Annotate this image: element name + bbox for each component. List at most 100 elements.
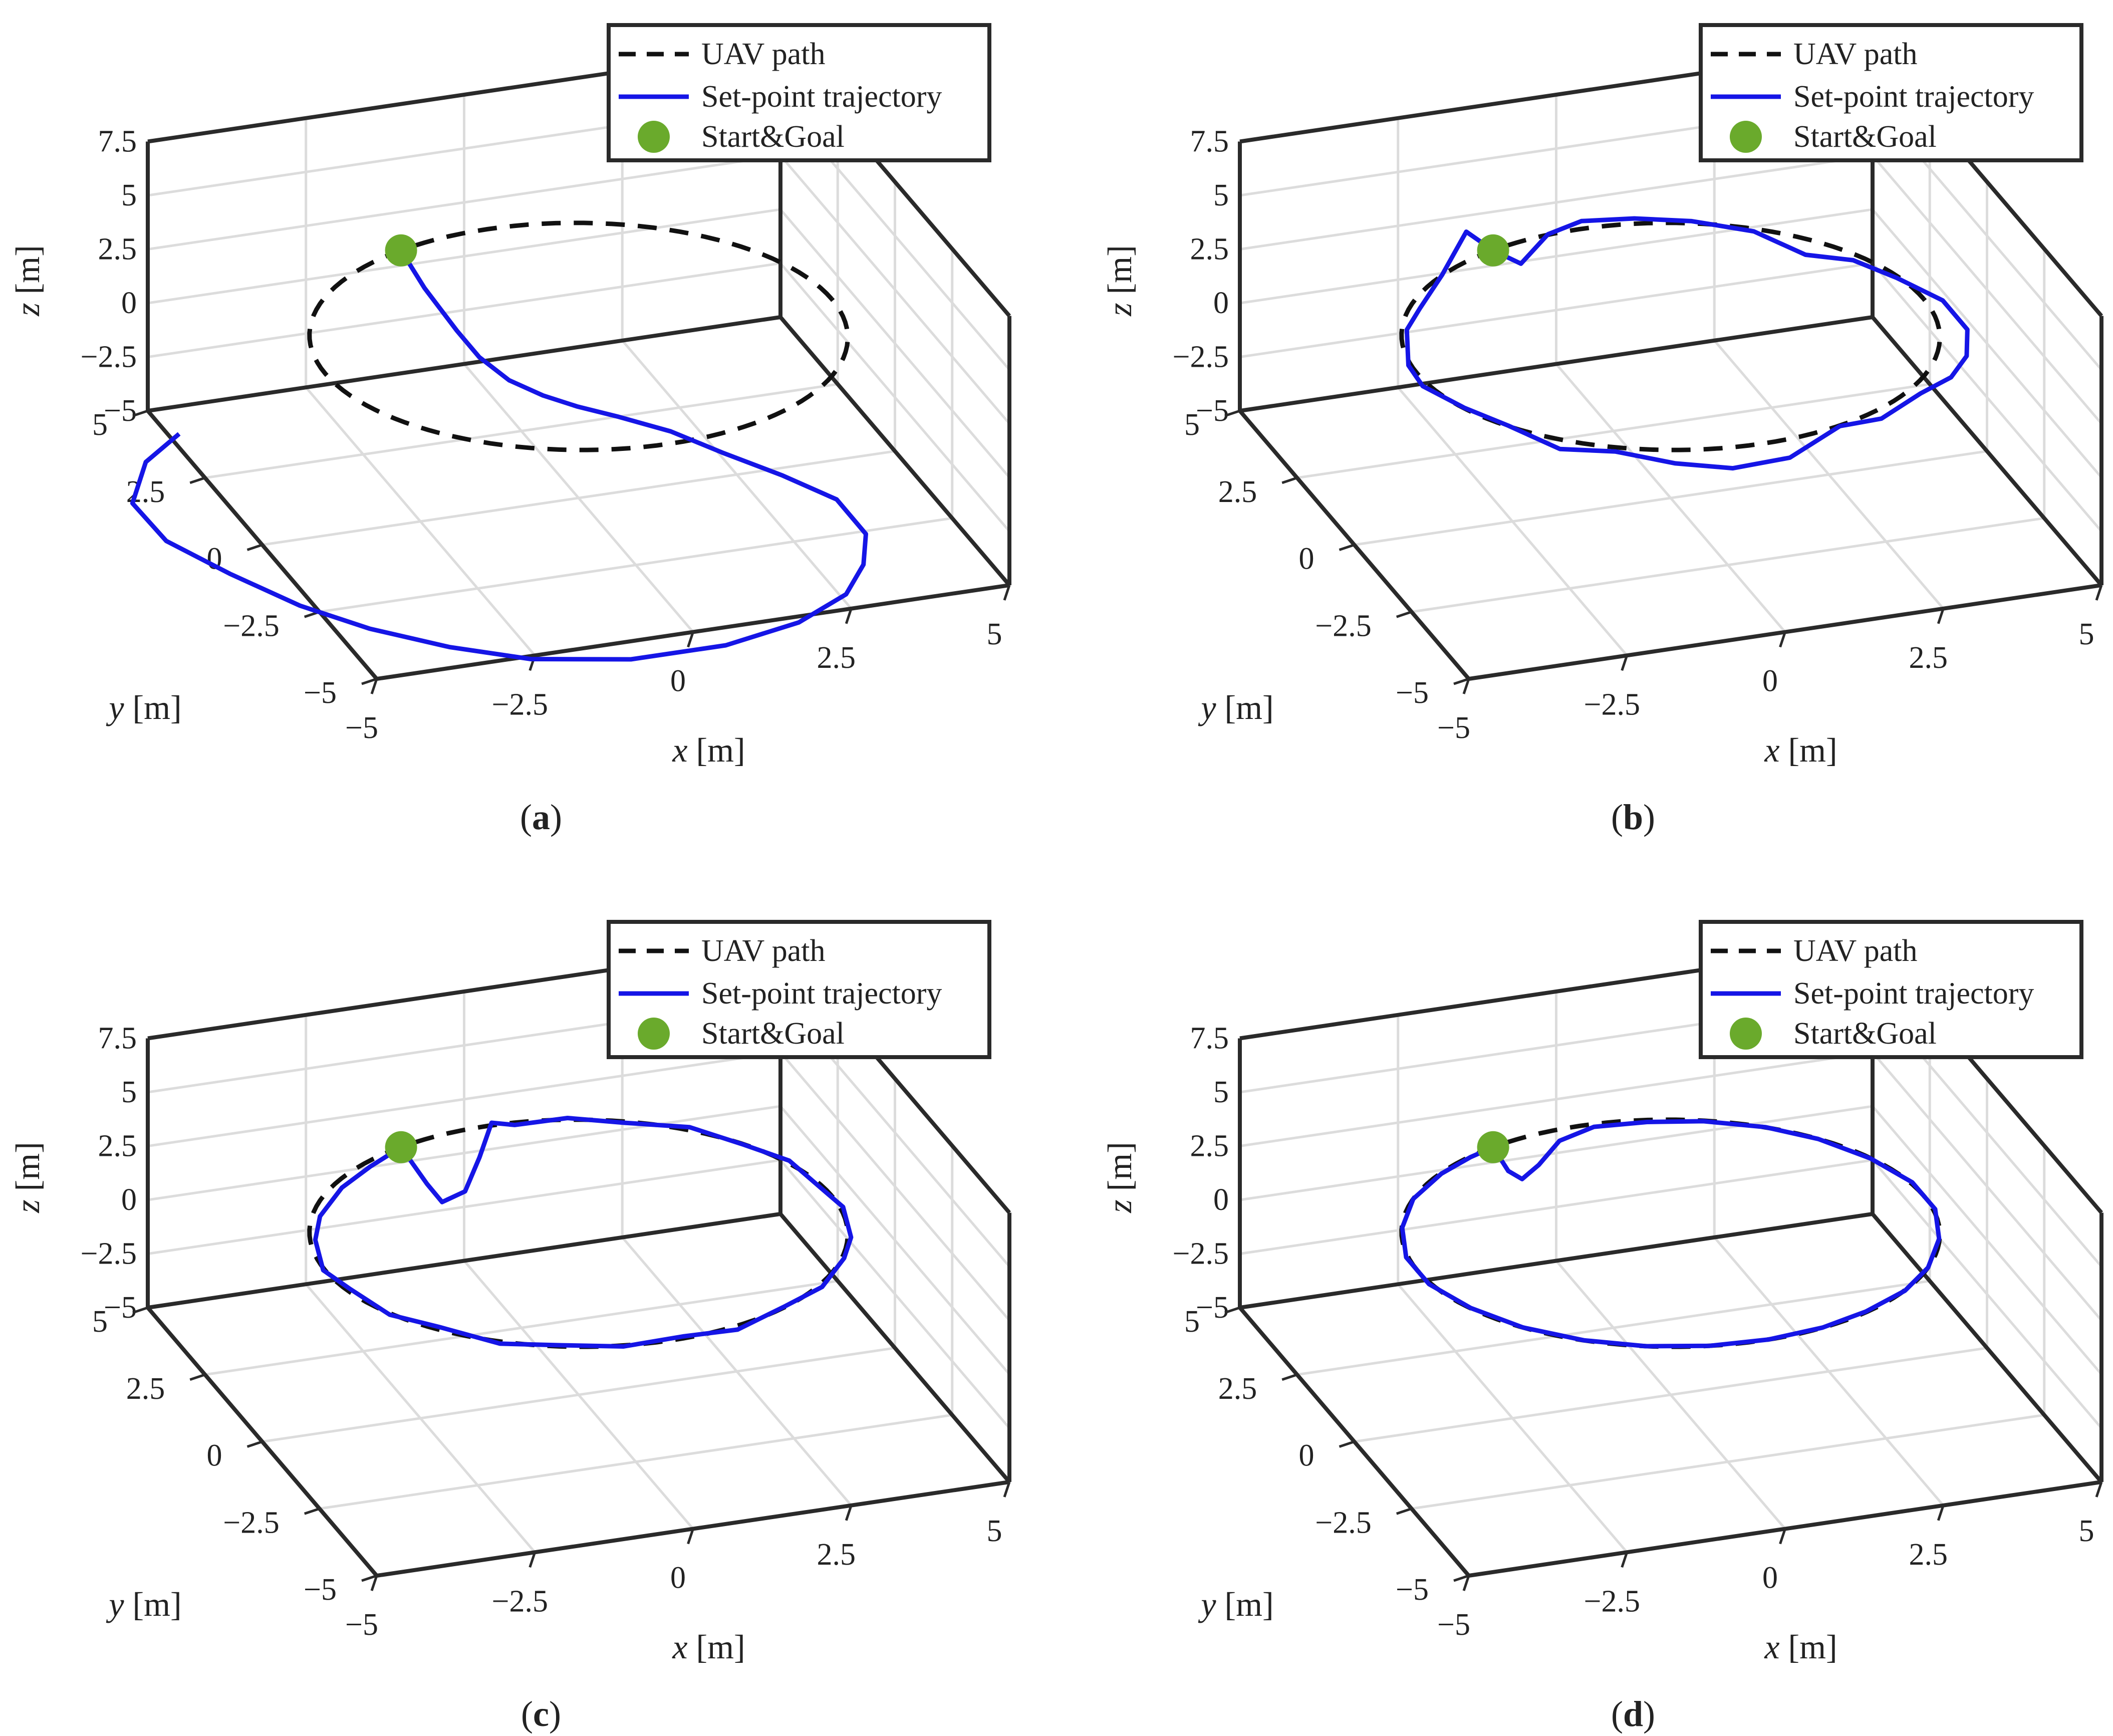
y-tick bbox=[361, 1574, 377, 1582]
y-tick-label: 0 bbox=[1299, 542, 1314, 576]
x-tick bbox=[845, 608, 853, 624]
panel-caption: (d) bbox=[1611, 1694, 1655, 1734]
z-tick-label: 7.5 bbox=[98, 125, 137, 159]
y-axis-space bbox=[1216, 688, 1225, 726]
legend-uav-path-label: UAV path bbox=[701, 934, 825, 968]
x-axis-unit: [m] bbox=[1788, 1628, 1837, 1666]
wall-grid-line bbox=[147, 208, 1010, 478]
y-tick bbox=[1339, 1440, 1355, 1448]
x-tick bbox=[1621, 1552, 1629, 1568]
side-floor-edge bbox=[1871, 316, 2103, 587]
x-axis-label: x [m] bbox=[672, 1628, 745, 1666]
floor-grid-line bbox=[1411, 1413, 2045, 1510]
floor-grid-line bbox=[1296, 1280, 1930, 1376]
z-tick-label: −2.5 bbox=[81, 340, 137, 374]
z-tick-label: −5 bbox=[104, 1291, 137, 1325]
x-axis-space bbox=[688, 1628, 696, 1666]
y-tick bbox=[1339, 544, 1355, 551]
x-axis-unit: [m] bbox=[1788, 731, 1837, 769]
x-tick-label: −2.5 bbox=[492, 1584, 548, 1618]
z-tick-label: 2.5 bbox=[1190, 232, 1229, 267]
x-tick bbox=[1003, 585, 1011, 601]
x-tick-label: −5 bbox=[345, 711, 378, 745]
z-tick-label: −2.5 bbox=[1173, 1237, 1229, 1271]
z-tick-label: 7.5 bbox=[1190, 125, 1229, 159]
y-tick-label: −5 bbox=[1396, 676, 1429, 710]
z-axis-unit: [m] bbox=[1101, 245, 1139, 294]
floor-grid-line bbox=[1354, 450, 1987, 546]
x-tick-label: 2.5 bbox=[817, 1538, 856, 1572]
x-tick bbox=[1462, 1575, 1470, 1591]
y-tick bbox=[189, 476, 206, 484]
x-tick-label: 5 bbox=[2079, 617, 2094, 651]
wall-grid-line bbox=[147, 262, 1010, 533]
y-tick-label: −5 bbox=[304, 1573, 337, 1607]
x-axis-label: x [m] bbox=[672, 731, 745, 769]
legend-box bbox=[1699, 23, 2083, 162]
z-axis-unit: [m] bbox=[9, 245, 47, 294]
z-axis-unit: [m] bbox=[1101, 1142, 1139, 1191]
x-tick-label: 2.5 bbox=[1909, 1538, 1948, 1572]
y-axis-unit: [m] bbox=[133, 1585, 182, 1623]
y-tick-label: −2.5 bbox=[223, 609, 279, 643]
wall-grid-line bbox=[1239, 1158, 2102, 1429]
y-tick-label: 2.5 bbox=[126, 1372, 165, 1406]
y-tick-label: 5 bbox=[92, 408, 108, 442]
z-tick-label: 5 bbox=[1213, 1075, 1229, 1109]
setpoint-trajectory-line bbox=[313, 1116, 854, 1349]
legend-start-goal-swatch bbox=[1730, 1018, 1762, 1050]
x-tick bbox=[687, 631, 694, 648]
x-tick bbox=[2095, 585, 2103, 601]
z-axis-label: z [m] bbox=[9, 245, 47, 317]
start-goal-marker bbox=[385, 234, 417, 267]
y-tick bbox=[361, 677, 377, 685]
x-tick bbox=[370, 1575, 378, 1591]
y-tick bbox=[132, 409, 148, 417]
z-axis-var: z bbox=[1101, 303, 1139, 316]
x-tick-label: 5 bbox=[2079, 1514, 2094, 1548]
z-tick-label: 2.5 bbox=[1190, 1129, 1229, 1163]
caption-letter: c bbox=[533, 1694, 549, 1734]
legend-start-goal-label: Start&Goal bbox=[1793, 120, 1937, 154]
legend-uav-path-label: UAV path bbox=[1793, 934, 1917, 968]
side-floor-edge bbox=[778, 316, 1011, 587]
legend-setpoint-label: Set-point trajectory bbox=[701, 976, 942, 1011]
x-tick bbox=[1937, 608, 1945, 624]
y-tick-label: 0 bbox=[207, 1439, 222, 1473]
x-tick bbox=[845, 1505, 853, 1521]
z-tick-label: 0 bbox=[1213, 286, 1229, 320]
z-tick-label: −2.5 bbox=[1173, 340, 1229, 374]
caption-paren-close: ) bbox=[1643, 797, 1655, 837]
x-axis-space bbox=[1780, 731, 1788, 769]
x-tick-label: −5 bbox=[1437, 1608, 1470, 1642]
panel-b: −5−2.502.557.5−5−2.502.55−5−2.502.55z [m… bbox=[1101, 23, 2103, 837]
x-axis-unit: [m] bbox=[696, 1628, 745, 1666]
floor-grid-line bbox=[319, 1413, 953, 1510]
x-tick-label: 5 bbox=[987, 617, 1002, 651]
x-tick-label: 0 bbox=[1762, 664, 1778, 698]
uav-path-line bbox=[1399, 220, 1942, 452]
legend-start-goal-swatch bbox=[638, 121, 670, 153]
caption-paren-open: ( bbox=[1611, 797, 1623, 837]
z-tick-label: 7.5 bbox=[1190, 1022, 1229, 1056]
wall-grid-line bbox=[147, 316, 1010, 586]
z-tick-label: 0 bbox=[1213, 1183, 1229, 1217]
caption-letter: d bbox=[1623, 1694, 1643, 1734]
z-axis-space bbox=[9, 1191, 47, 1199]
y-axis-label: y [m] bbox=[1198, 688, 1273, 726]
legend: UAV path Set-point trajectory Start&Goal bbox=[1699, 920, 2083, 1059]
z-axis-space bbox=[1101, 1191, 1139, 1199]
panel-caption: (c) bbox=[521, 1694, 561, 1734]
legend-start-goal-label: Start&Goal bbox=[1793, 1017, 1937, 1051]
x-tick-label: −5 bbox=[1437, 711, 1470, 745]
y-tick-label: 2.5 bbox=[1218, 475, 1257, 509]
caption-paren-open: ( bbox=[521, 1694, 533, 1734]
x-tick-label: 0 bbox=[670, 664, 686, 698]
floor-grid-line bbox=[204, 383, 838, 479]
x-tick-label: 0 bbox=[670, 1561, 686, 1595]
y-tick-label: 5 bbox=[1184, 408, 1200, 442]
back-floor-edge bbox=[1239, 315, 1873, 413]
x-axis-label: x [m] bbox=[1764, 1628, 1837, 1666]
x-tick bbox=[1937, 1505, 1945, 1521]
axis-labels: z [m]y [m]x [m] bbox=[9, 1142, 745, 1666]
